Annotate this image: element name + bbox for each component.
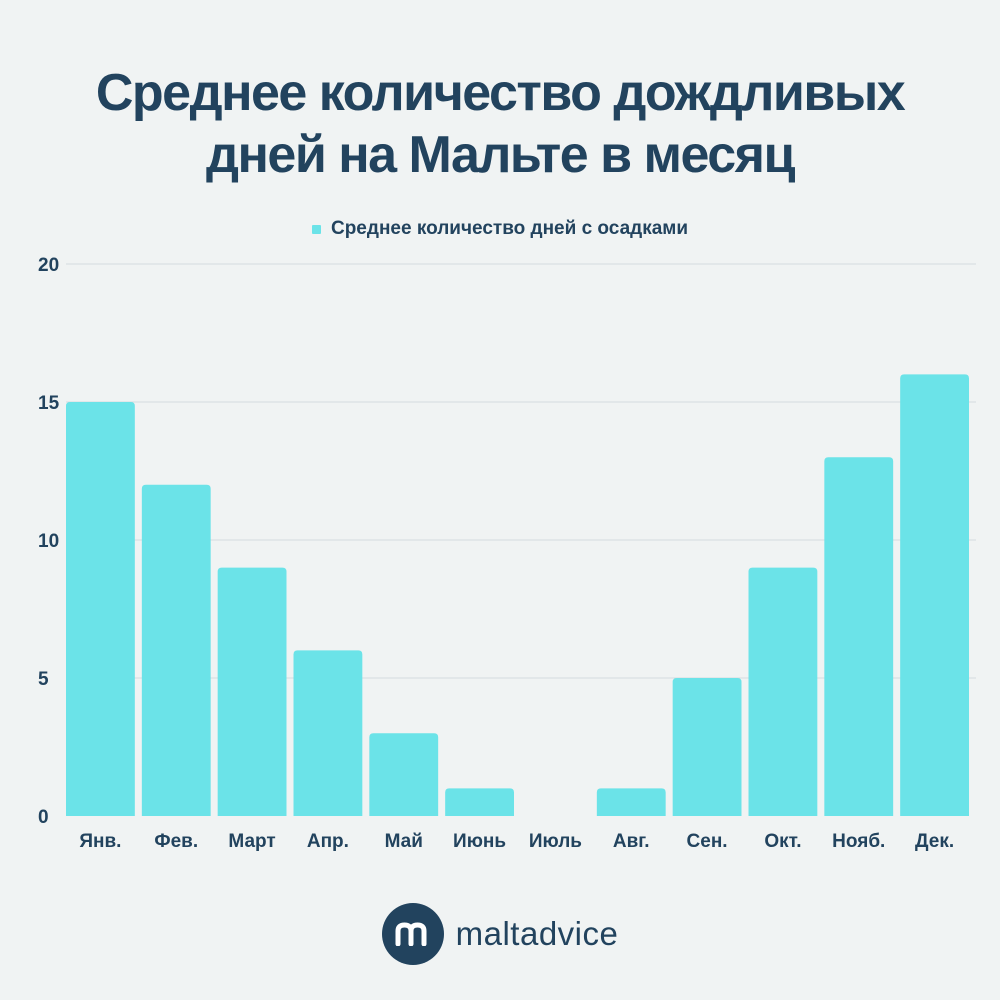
x-tick-label: Янв. [79,831,121,852]
y-tick-label: 15 [38,393,60,414]
bar [293,650,363,816]
bar [748,567,818,816]
chart-title-line-2: дней на Мальте в месяц [205,126,796,184]
y-axis-ticks: 0 5 10 15 20 [38,255,60,828]
bar [141,484,211,816]
y-tick-label: 20 [38,255,59,276]
chart-legend: Среднее количество дней с осадками [0,218,1000,240]
bar [445,788,514,816]
y-tick-label: 10 [38,531,59,552]
bar [824,457,894,816]
y-tick-label: 5 [38,669,49,690]
maltadvice-logo-icon [381,903,444,965]
x-axis-ticks: Янв. Фев. Март Апр. Май Июнь Июль Авг. Сен. Окт. Н… [79,831,954,852]
legend-label: Среднее количество дней с осадками [330,218,689,239]
legend-swatch [311,224,321,234]
chart-title: Среднее количество дождливых дней на Мал… [0,62,1000,186]
bar [217,567,287,816]
x-tick-label: Апр. [307,831,349,852]
brand-name: maltadvice [455,915,619,952]
x-tick-label: Сен. [687,831,728,852]
bars [66,374,969,816]
x-tick-label: Фев. [154,831,198,852]
x-tick-label: Март [228,831,275,852]
x-tick-label: Июль [529,831,582,852]
bar [596,788,666,816]
x-tick-label: Дек. [915,831,954,852]
x-tick-label: Авг. [613,831,650,852]
x-tick-label: Июнь [453,831,506,852]
x-tick-label: Нояб. [832,831,885,852]
y-tick-label: 0 [38,807,49,828]
brand: maltadvice [0,903,1000,965]
x-tick-label: Май [385,831,423,852]
bar [900,374,969,816]
x-tick-label: Окт. [764,831,801,852]
bar [369,733,439,816]
chart-title-line-1: Среднее количество дождливых [95,64,906,122]
bar [672,678,742,816]
bar [66,402,135,816]
